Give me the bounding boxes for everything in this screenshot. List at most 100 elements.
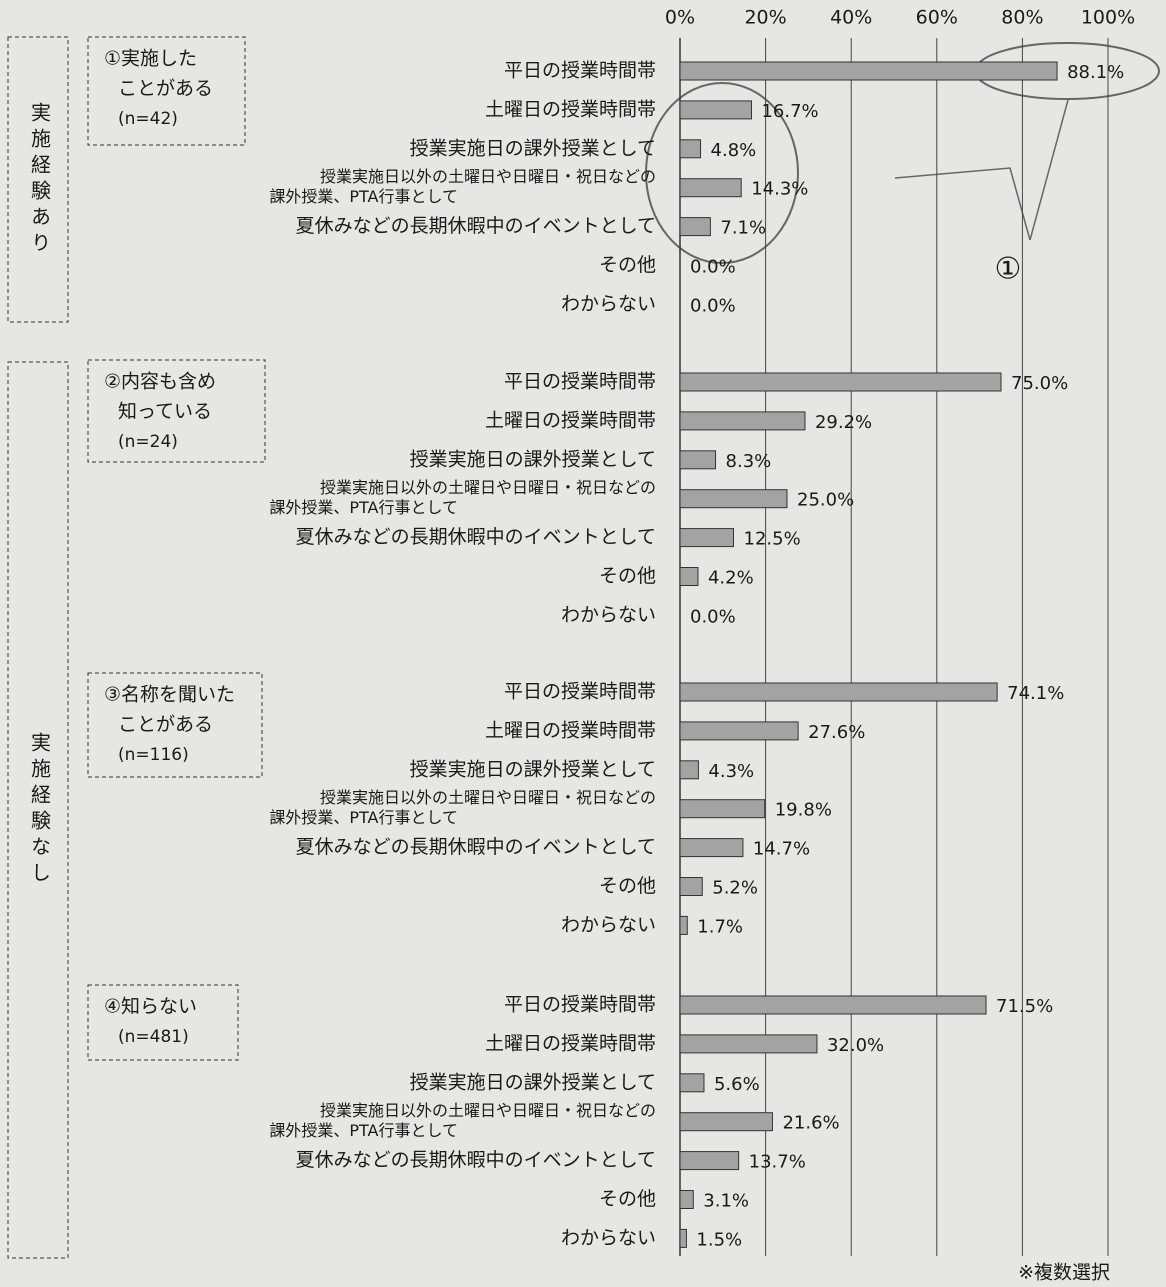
category-label: 授業実施日以外の土曜日や日曜日・祝日などの xyxy=(320,1101,656,1120)
group-box xyxy=(87,36,246,146)
category-label: 課外授業、PTA行事として xyxy=(269,808,458,827)
section-box xyxy=(7,361,69,1259)
category-label: 授業実施日以外の土曜日や日曜日・祝日などの xyxy=(320,478,656,497)
value-label: 29.2% xyxy=(815,412,872,433)
arrow xyxy=(1029,99,1069,241)
group-label: ことがある xyxy=(118,78,213,100)
highlight-ellipse xyxy=(645,82,799,264)
value-label: 8.3% xyxy=(726,451,772,472)
section-box xyxy=(7,36,69,323)
x-tick-label: 0% xyxy=(665,7,695,29)
section-label: 実施経験なし xyxy=(28,732,52,888)
bar xyxy=(679,721,799,741)
value-label: 27.6% xyxy=(808,722,865,743)
x-tick-label: 60% xyxy=(916,7,958,29)
bar xyxy=(679,1228,687,1248)
value-label: 25.0% xyxy=(797,490,854,511)
category-label: 平日の授業時間帯 xyxy=(504,371,656,393)
category-label: その他 xyxy=(599,875,656,897)
bar xyxy=(679,1190,694,1209)
x-tick-label: 80% xyxy=(1001,7,1043,29)
category-label: わからない xyxy=(561,914,656,936)
bar xyxy=(679,139,702,159)
category-label: 平日の授業時間帯 xyxy=(504,681,656,703)
category-label: 課外授業、PTA行事として xyxy=(269,498,458,517)
bar xyxy=(679,217,711,237)
group-label: ①実施した xyxy=(104,48,197,70)
category-label: わからない xyxy=(561,604,656,626)
group-box xyxy=(87,359,266,463)
group-label: ②内容も含め xyxy=(104,371,216,393)
bar xyxy=(679,372,1002,392)
category-label: 課外授業、PTA行事として xyxy=(269,1121,458,1140)
group-label: ③名称を聞いた xyxy=(104,684,235,706)
group-label: ことがある xyxy=(118,714,213,736)
group-label: 知っている xyxy=(118,401,212,423)
category-label: 土曜日の授業時間帯 xyxy=(485,719,656,741)
bar xyxy=(679,450,717,470)
value-label: 13.7% xyxy=(749,1152,806,1173)
value-label: 16.7% xyxy=(761,101,818,122)
value-label: 88.1% xyxy=(1067,62,1124,83)
category-label: 課外授業、PTA行事として xyxy=(269,187,458,206)
bar xyxy=(679,178,742,198)
category-label: その他 xyxy=(599,254,656,276)
category-label: 夏休みなどの長期休暇中のイベントとして xyxy=(296,1149,656,1171)
bar xyxy=(679,489,788,509)
category-label: 土曜日の授業時間帯 xyxy=(485,98,656,120)
value-label: 21.6% xyxy=(782,1113,839,1134)
category-label: 平日の授業時間帯 xyxy=(504,994,656,1016)
value-label: 0.0% xyxy=(690,606,736,627)
category-label: 夏休みなどの長期休暇中のイベントとして xyxy=(296,526,656,548)
group-n: (n=481) xyxy=(118,1027,189,1047)
category-label: その他 xyxy=(599,1188,656,1210)
bar xyxy=(679,528,734,548)
x-tick-label: 100% xyxy=(1081,7,1135,29)
bar xyxy=(679,838,744,858)
section-label: 実施経験あり xyxy=(28,102,52,258)
bar xyxy=(679,799,766,819)
category-label: 授業実施日の課外授業として xyxy=(410,758,656,780)
bar xyxy=(679,915,688,935)
value-label: 71.5% xyxy=(996,996,1053,1017)
bar xyxy=(679,1073,705,1093)
category-label: 授業実施日の課外授業として xyxy=(410,137,656,159)
value-label: 19.8% xyxy=(775,800,832,821)
value-label: 5.2% xyxy=(712,878,758,899)
category-label: その他 xyxy=(599,565,656,587)
category-label: 授業実施日以外の土曜日や日曜日・祝日などの xyxy=(320,167,656,186)
category-label: 授業実施日以外の土曜日や日曜日・祝日などの xyxy=(320,788,656,807)
value-label: 74.1% xyxy=(1007,683,1064,704)
bar xyxy=(679,682,998,702)
value-label: 1.5% xyxy=(696,1229,742,1250)
group-box xyxy=(87,672,263,778)
x-tick-label: 40% xyxy=(830,7,872,29)
category-label: 授業実施日の課外授業として xyxy=(410,448,656,470)
group-label: ④知らない xyxy=(104,996,197,1018)
bar xyxy=(679,995,987,1015)
group-n: (n=24) xyxy=(118,432,178,452)
bar xyxy=(679,567,699,586)
value-label: 14.3% xyxy=(751,179,808,200)
value-label: 32.0% xyxy=(827,1035,884,1056)
category-label: 夏休みなどの長期休暇中のイベントとして xyxy=(296,836,656,858)
value-label: 12.5% xyxy=(744,529,801,550)
value-label: 0.0% xyxy=(690,295,736,316)
bar xyxy=(679,1034,818,1054)
category-label: 土曜日の授業時間帯 xyxy=(485,409,656,431)
value-label: 1.7% xyxy=(697,916,743,937)
bar xyxy=(679,61,1058,81)
value-label: 4.2% xyxy=(708,568,754,589)
bar xyxy=(679,1151,740,1171)
bar xyxy=(679,100,752,120)
category-label: わからない xyxy=(561,1227,656,1249)
bar xyxy=(679,1112,773,1132)
value-label: 4.8% xyxy=(711,140,757,161)
bar xyxy=(679,877,703,896)
category-label: 夏休みなどの長期休暇中のイベントとして xyxy=(296,215,656,237)
note: ※複数選択 xyxy=(1018,1262,1110,1284)
category-label: 土曜日の授業時間帯 xyxy=(485,1032,656,1054)
